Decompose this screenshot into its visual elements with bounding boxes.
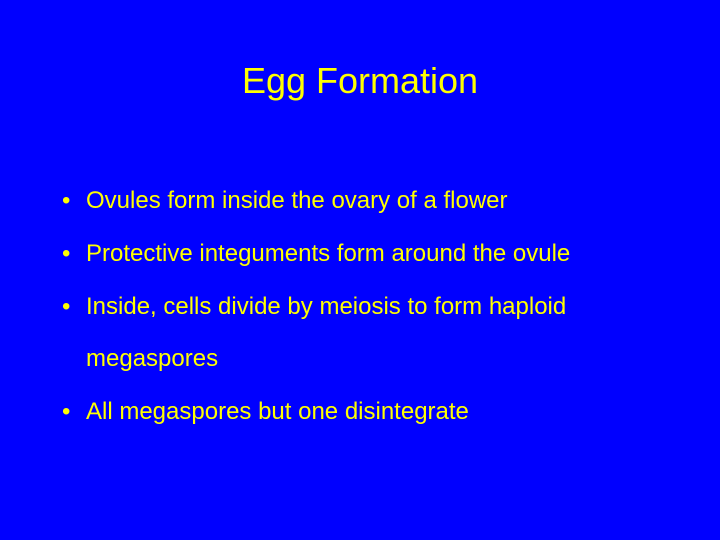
list-item: Ovules form inside the ovary of a flower — [58, 175, 668, 228]
list-item: Inside, cells divide by meiosis to form … — [58, 281, 668, 387]
list-item: Protective integuments form around the o… — [58, 228, 668, 281]
slide-title: Egg Formation — [0, 60, 720, 102]
bullet-list: Ovules form inside the ovary of a flower… — [58, 175, 668, 439]
slide: Egg Formation Ovules form inside the ova… — [0, 0, 720, 540]
list-item: All megaspores but one disintegrate — [58, 386, 668, 439]
slide-body: Ovules form inside the ovary of a flower… — [58, 175, 668, 439]
